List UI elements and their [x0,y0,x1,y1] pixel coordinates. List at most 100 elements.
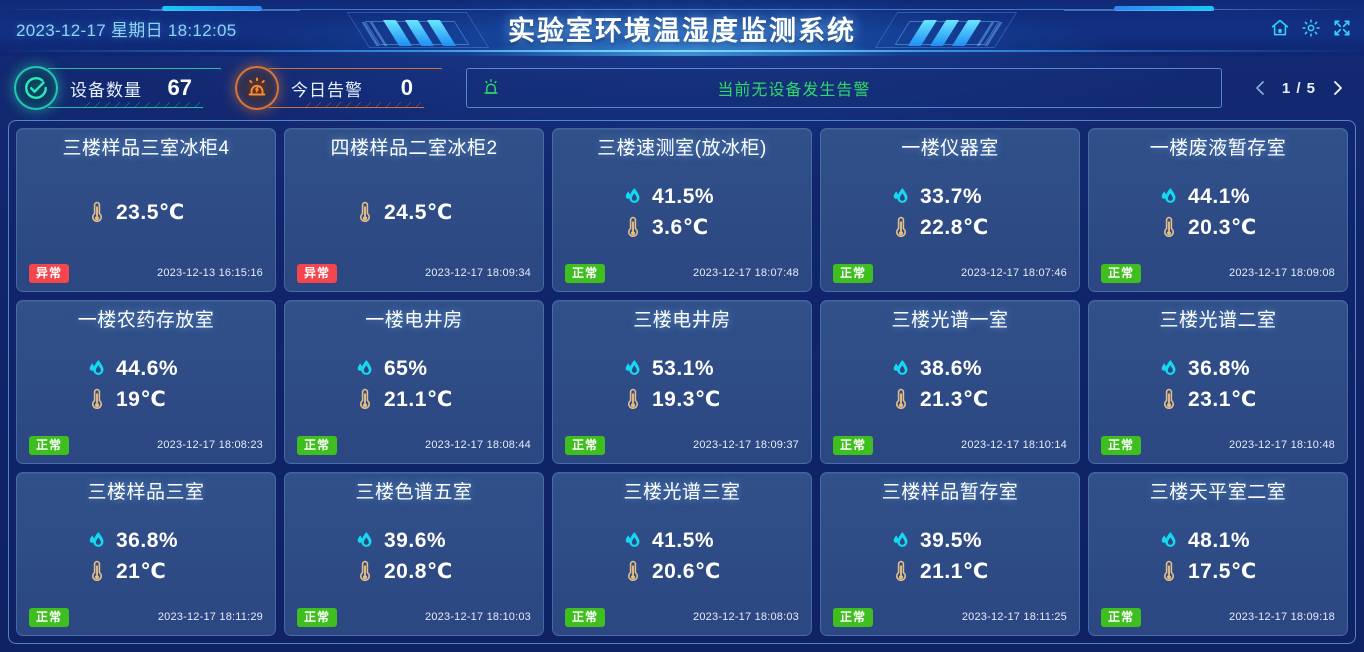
stat-device-panel: 设备数量 67 [48,68,221,108]
thermometer-icon [87,559,107,583]
status-badge: 正常 [565,607,606,627]
humidity-value: 36.8% [1188,356,1251,380]
thermometer-icon [623,559,643,583]
device-card[interactable]: 三楼光谱一室 38.6% 21.3℃ 正常 2023-12-17 18:10:14 [820,300,1080,464]
temperature-reading: 21.3℃ [891,387,1009,412]
device-card-readings: 39.6% 20.8℃ [297,506,531,607]
device-timestamp: 2023-12-17 18:11:25 [961,611,1067,623]
device-card-footer: 正常 2023-12-17 18:11:29 [29,607,263,627]
device-card-readings: 44.6% 19℃ [29,334,263,435]
device-card[interactable]: 三楼色谱五室 39.6% 20.8℃ 正常 2023-12-17 18:10:03 [284,472,544,636]
device-card-title: 三楼色谱五室 [355,482,473,503]
device-timestamp: 2023-12-17 18:09:18 [1229,611,1335,623]
device-card-title: 一楼电井房 [365,310,463,331]
device-card[interactable]: 三楼样品暂存室 39.5% 21.1℃ 正常 2023-12-17 18:11:25 [820,472,1080,636]
water-drop-icon [87,358,107,380]
thermometer-icon [623,215,643,239]
temperature-value: 21℃ [116,559,167,583]
pagination-prev-button[interactable] [1252,78,1268,98]
header-hairline [0,9,1364,10]
alert-message: 当前无设备发生告警 [717,82,871,99]
water-drop-icon [355,530,375,552]
thermometer-icon [891,387,911,411]
thermometer-icon [87,387,107,411]
device-timestamp: 2023-12-17 18:08:23 [157,439,263,451]
water-drop-icon [891,358,911,380]
fullscreen-icon[interactable] [1332,18,1352,38]
thermometer-icon [891,215,911,239]
device-card[interactable]: 一楼电井房 65% 21.1℃ 正常 2023-12-17 18:08:44 [284,300,544,464]
device-card-readings: 41.5% 20.6℃ [565,506,799,607]
device-card[interactable]: 三楼天平室二室 48.1% 17.5℃ 正常 2023-12-17 18:09:18 [1088,472,1348,636]
status-badge: 正常 [565,263,606,283]
device-timestamp: 2023-12-17 18:08:03 [693,611,799,623]
status-badge: 正常 [1101,263,1142,283]
humidity-value: 53.1% [652,356,715,380]
temperature-value: 20.3℃ [1188,215,1257,239]
device-card-footer: 正常 2023-12-17 18:10:14 [833,435,1067,455]
alert-banner: 当前无设备发生告警 [466,68,1222,108]
device-card-footer: 正常 2023-12-17 18:09:08 [1101,263,1335,283]
device-timestamp: 2023-12-17 18:09:37 [693,439,799,451]
device-card[interactable]: 四楼样品二室冰柜2 24.5℃ 异常 2023-12-17 18:09:34 [284,128,544,292]
humidity-value: 65% [384,356,428,380]
temperature-reading: 17.5℃ [1159,559,1277,584]
device-card[interactable]: 三楼光谱二室 36.8% 23.1℃ 正常 2023-12-17 18:10:48 [1088,300,1348,464]
home-icon[interactable] [1270,18,1290,38]
device-card[interactable]: 一楼农药存放室 44.6% 19℃ 正常 2023-12-17 18:08:23 [16,300,276,464]
humidity-reading: 41.5% [623,529,741,553]
status-badge: 正常 [1101,435,1142,455]
device-card-footer: 异常 2023-12-13 16:15:16 [29,263,263,283]
device-card-footer: 异常 2023-12-17 18:09:34 [297,263,531,283]
device-card[interactable]: 三楼速测室(放冰柜) 41.5% 3.6℃ 正常 2023-12-17 18:07:48 [552,128,812,292]
header-datetime: 2023-12-17 星期日 18:12:05 [16,20,237,40]
water-drop-icon [1159,530,1179,552]
thermometer-icon [87,200,107,224]
water-drop-icon [891,186,911,208]
temperature-value: 23.5℃ [116,200,185,224]
stat-device-count: 设备数量 67 [14,66,221,110]
temperature-value: 21.3℃ [920,387,989,411]
humidity-reading: 44.1% [1159,185,1277,209]
pagination-next-button[interactable] [1330,78,1346,98]
device-card[interactable]: 三楼样品三室 36.8% 21℃ 正常 2023-12-17 18:11:29 [16,472,276,636]
device-card-title: 一楼废液暂存室 [1149,138,1287,159]
humidity-reading: 53.1% [623,357,741,381]
temperature-value: 3.6℃ [652,215,709,239]
device-card-footer: 正常 2023-12-17 18:09:37 [565,435,799,455]
device-card-footer: 正常 2023-12-17 18:10:03 [297,607,531,627]
humidity-reading: 33.7% [891,185,1009,209]
temperature-reading: 22.8℃ [891,215,1009,240]
humidity-reading: 44.6% [87,357,205,381]
thermometer-icon [891,559,911,583]
device-timestamp: 2023-12-17 18:09:34 [425,267,531,279]
humidity-reading: 48.1% [1159,529,1277,553]
header-accent-bar-right [1114,6,1214,11]
water-drop-icon [1159,358,1179,380]
device-card-readings: 24.5℃ [297,162,531,263]
alarm-light-icon [235,66,279,110]
alarm-bell-icon [481,77,501,99]
device-card[interactable]: 三楼光谱三室 41.5% 20.6℃ 正常 2023-12-17 18:08:03 [552,472,812,636]
device-timestamp: 2023-12-17 18:11:29 [157,611,263,623]
water-drop-icon [623,186,643,208]
gear-icon[interactable] [1301,18,1321,38]
device-card[interactable]: 一楼废液暂存室 44.1% 20.3℃ 正常 2023-12-17 18:09:08 [1088,128,1348,292]
device-card[interactable]: 一楼仪器室 33.7% 22.8℃ 正常 2023-12-17 18:07:46 [820,128,1080,292]
humidity-reading: 39.5% [891,529,1009,553]
thermometer-icon [355,387,375,411]
temperature-value: 21.1℃ [920,559,989,583]
humidity-value: 39.6% [384,528,447,552]
header-icon-group [1270,0,1352,56]
temperature-reading: 21.1℃ [891,559,1009,584]
device-card-title: 三楼光谱三室 [623,482,741,503]
device-card[interactable]: 三楼电井房 53.1% 19.3℃ 正常 2023-12-17 18:09:37 [552,300,812,464]
device-card-readings: 48.1% 17.5℃ [1101,506,1335,607]
water-drop-icon [87,530,107,552]
device-card[interactable]: 三楼样品三室冰柜4 23.5℃ 异常 2023-12-13 16:15:16 [16,128,276,292]
check-circle-icon [14,66,58,110]
status-badge: 正常 [833,263,874,283]
header-accent-bar-left [162,6,262,11]
thermometer-icon [1159,559,1179,583]
